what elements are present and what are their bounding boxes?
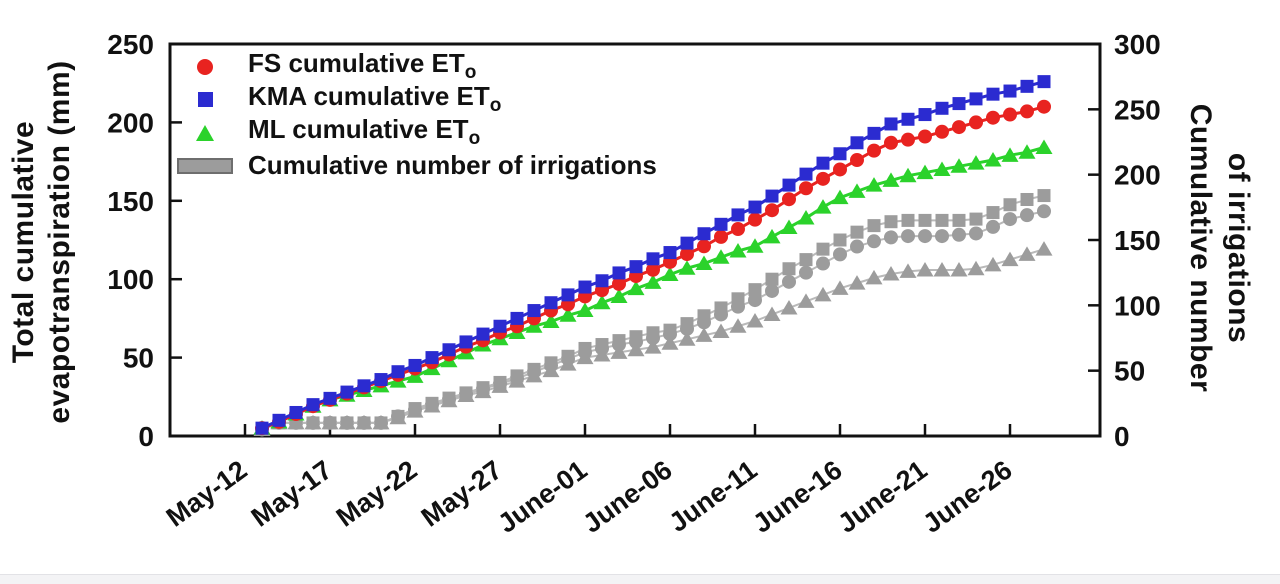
kma-square-icon	[197, 92, 213, 107]
legend-label-irrigations: Cumulative number of irrigations	[248, 150, 657, 180]
bottom-strip	[0, 574, 1280, 584]
legend-sub-kma: o	[489, 95, 502, 117]
legend: FS cumulative ETo KMA cumulative ETo ML …	[176, 48, 657, 182]
left-axis-title-line1: Total cumulative	[7, 120, 40, 364]
x-tick-label: June-11	[664, 455, 763, 538]
irrigation-bar-icon	[177, 157, 233, 174]
right-axis-ticks: 0 50 100 150 200 250 300	[1088, 29, 1161, 452]
series-circle-right	[255, 204, 1051, 437]
legend-item-irrigations: Cumulative number of irrigations	[176, 149, 657, 182]
series-square-left	[255, 75, 1051, 435]
left-tick-label: 0	[138, 421, 154, 452]
right-tick-label: 300	[1114, 29, 1161, 60]
legend-item-ml: ML cumulative ETo	[176, 114, 657, 150]
x-tick-label: June-26	[917, 455, 1017, 539]
left-tick-label: 100	[107, 264, 154, 295]
right-tick-label: 250	[1114, 94, 1161, 125]
left-tick-label: 250	[107, 29, 154, 60]
legend-item-fs: FS cumulative ETo	[176, 48, 657, 84]
left-tick-label: 200	[107, 107, 154, 138]
legend-item-kma: KMA cumulative ETo	[176, 81, 657, 117]
series-square-right	[255, 189, 1051, 436]
left-tick-label: 150	[107, 186, 154, 217]
x-tick-label: June-16	[747, 455, 847, 539]
legend-label-ml: ML cumulative ET	[248, 114, 469, 145]
ml-triangle-icon	[196, 124, 214, 141]
left-axis-title-line2: evapotranspiration (mm)	[43, 60, 76, 424]
series-triangle-left	[253, 139, 1053, 435]
right-tick-label: 150	[1114, 225, 1161, 256]
right-axis-title-line1: Cumulative number	[1184, 103, 1217, 393]
legend-sub-fs: o	[464, 62, 477, 84]
left-tick-label: 50	[123, 343, 154, 374]
x-tick-label: May-17	[246, 455, 338, 533]
legend-label-fs: FS cumulative ET	[248, 48, 465, 79]
right-tick-label: 50	[1114, 356, 1145, 387]
x-axis-ticks: May-12May-17May-22May-27June-01June-06Ju…	[161, 424, 1018, 539]
right-axis-title-line2: of irrigations	[1222, 152, 1255, 344]
legend-label-kma: KMA cumulative ET	[248, 81, 490, 112]
right-tick-label: 200	[1114, 160, 1161, 191]
left-axis-ticks: 0 50 100 150 200 250	[107, 29, 182, 452]
x-tick-label: May-12	[161, 455, 253, 533]
x-tick-label: May-22	[331, 455, 423, 533]
right-tick-label: 0	[1114, 421, 1130, 452]
x-tick-label: June-21	[832, 455, 932, 539]
legend-sub-ml: o	[468, 128, 481, 150]
x-tick-label: June-06	[577, 455, 677, 539]
x-tick-label: May-27	[416, 455, 508, 533]
right-tick-label: 100	[1114, 290, 1161, 321]
x-tick-label: June-01	[492, 455, 592, 539]
fs-circle-icon	[197, 58, 213, 75]
